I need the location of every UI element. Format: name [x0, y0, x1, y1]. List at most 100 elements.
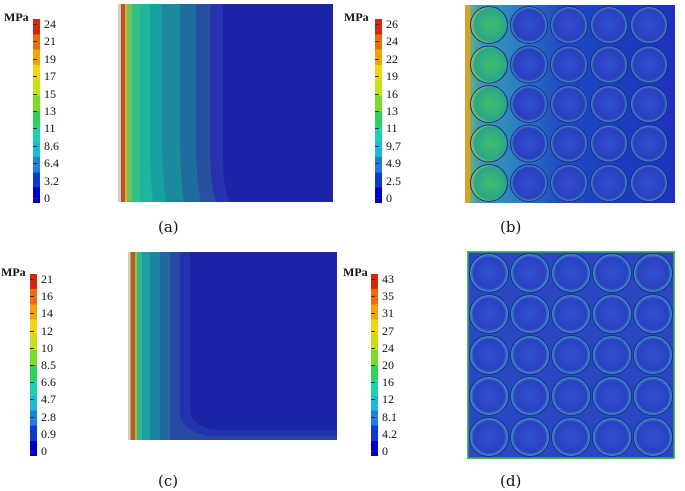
colorbar-tick-label: 4.9	[386, 156, 401, 171]
colorbar-tick-mark	[30, 416, 34, 418]
particle-cell	[633, 335, 673, 375]
colorbar-tick-label: 27	[382, 323, 394, 338]
colorbar-tick-mark	[33, 58, 37, 60]
particle-cell	[469, 376, 509, 416]
stress-field-a	[118, 4, 333, 202]
particle-cell	[510, 164, 548, 202]
colorbar-tick-label: 8.6	[44, 138, 59, 153]
colorbar-tick-mark	[30, 330, 34, 332]
particle-cell	[551, 335, 591, 375]
colorbar-tick-mark	[33, 93, 37, 95]
colorbar-tick-mark	[375, 41, 379, 43]
particle-cell	[550, 85, 588, 123]
colorbar-tick-label: 0	[382, 444, 388, 458]
colorbar-tick-label: 11	[386, 121, 398, 136]
particle-cell	[510, 6, 548, 44]
colorbar-unit: MPa	[343, 265, 368, 279]
colorbar-tick-mark	[371, 279, 375, 280]
colorbar-tick-mark	[30, 347, 34, 349]
stress-field-b	[465, 5, 675, 203]
particle-cell	[592, 417, 632, 457]
particle-cell	[633, 294, 673, 334]
colorbar-tick-mark	[33, 128, 37, 130]
colorbar-tick-label: 8.5	[41, 358, 56, 372]
colorbar-tick-mark	[375, 93, 379, 95]
cell-grid-d	[469, 253, 673, 457]
colorbar-tick-mark	[375, 198, 379, 199]
particle-cell	[633, 253, 673, 293]
colorbar-tick-mark	[375, 180, 379, 182]
colorbar-tick-label: 0	[44, 191, 50, 205]
particle-cell	[630, 124, 668, 163]
colorbar-tick-mark	[33, 41, 37, 43]
particle-cell	[592, 335, 632, 375]
particle-cell	[633, 376, 673, 416]
colorbar-tick-mark	[375, 111, 379, 112]
colorbar-tick-label: 24	[44, 17, 56, 31]
particle-cell	[550, 124, 588, 163]
colorbar-tick-mark	[30, 433, 34, 435]
colorbar-tick-label: 8.1	[382, 409, 397, 424]
particle-cell	[551, 376, 591, 416]
colorbar-tick-label: 13	[386, 104, 398, 118]
particle-cell	[630, 6, 668, 44]
particle-cell	[590, 164, 628, 202]
colorbar-tick-mark	[375, 145, 379, 147]
particle-cell	[630, 45, 668, 84]
particle-cell	[470, 6, 508, 44]
colorbar-tick-label: 15	[44, 86, 56, 101]
colorbar-tick-label: 24	[386, 34, 398, 49]
colorbar-tick-label: 4.2	[382, 426, 397, 441]
particle-cell	[470, 85, 508, 123]
stress-field-d	[467, 251, 675, 459]
colorbar-tick-label: 21	[44, 34, 56, 49]
colorbar-tick-label: 10	[41, 340, 53, 355]
colorbar-tick-mark	[30, 365, 34, 366]
particle-cell	[510, 124, 548, 163]
particle-cell	[590, 6, 628, 44]
particle-cell	[592, 294, 632, 334]
colorbar-tick-mark	[33, 24, 37, 25]
particle-cell	[510, 45, 548, 84]
particle-cell	[510, 294, 550, 334]
particle-cell	[550, 45, 588, 84]
colorbar-tick-mark	[30, 451, 34, 452]
colorbar-tick-label: 2.5	[386, 173, 401, 188]
stress-field-c	[128, 252, 337, 440]
particle-cell	[590, 45, 628, 84]
colorbar-tick-label: 19	[44, 51, 56, 66]
colorbar-tick-mark	[375, 24, 379, 25]
colorbar-tick-label: 17	[44, 69, 56, 84]
colorbar-tick-label: 20	[382, 358, 394, 372]
colorbar-tick-label: 21	[41, 272, 53, 286]
particle-cell	[510, 376, 550, 416]
particle-cell	[470, 164, 508, 202]
colorbar-tick-label: 16	[382, 375, 394, 390]
colorbar-tick-label: 6.4	[44, 156, 59, 171]
caption-a: (a)	[158, 218, 179, 236]
colorbar-tick-mark	[371, 296, 375, 298]
particle-cell	[469, 335, 509, 375]
cell-grid-b	[470, 6, 668, 202]
colorbar-tick-label: 43	[382, 272, 394, 286]
particle-cell	[550, 6, 588, 44]
colorbar-tick-mark	[30, 296, 34, 298]
caption-d: (d)	[500, 472, 522, 490]
colorbar-tick-label: 19	[386, 69, 398, 84]
colorbar-tick-mark	[371, 451, 375, 452]
colorbar-tick-mark	[33, 145, 37, 147]
colorbar-tick-mark	[371, 365, 375, 366]
particle-cell	[590, 124, 628, 163]
particle-cell	[633, 417, 673, 457]
colorbar-unit: MPa	[344, 10, 369, 24]
colorbar-tick-label: 16	[386, 86, 398, 101]
colorbar-tick-label: 24	[382, 340, 394, 355]
colorbar-tick-label: 26	[386, 17, 398, 31]
colorbar-tick-label: 12	[41, 323, 53, 338]
particle-cell	[469, 294, 509, 334]
particle-cell	[551, 253, 591, 293]
colorbar-tick-mark	[371, 347, 375, 349]
particle-cell	[510, 417, 550, 457]
colorbar-tick-label: 22	[386, 51, 398, 66]
colorbar-tick-label: 0.9	[41, 426, 56, 441]
